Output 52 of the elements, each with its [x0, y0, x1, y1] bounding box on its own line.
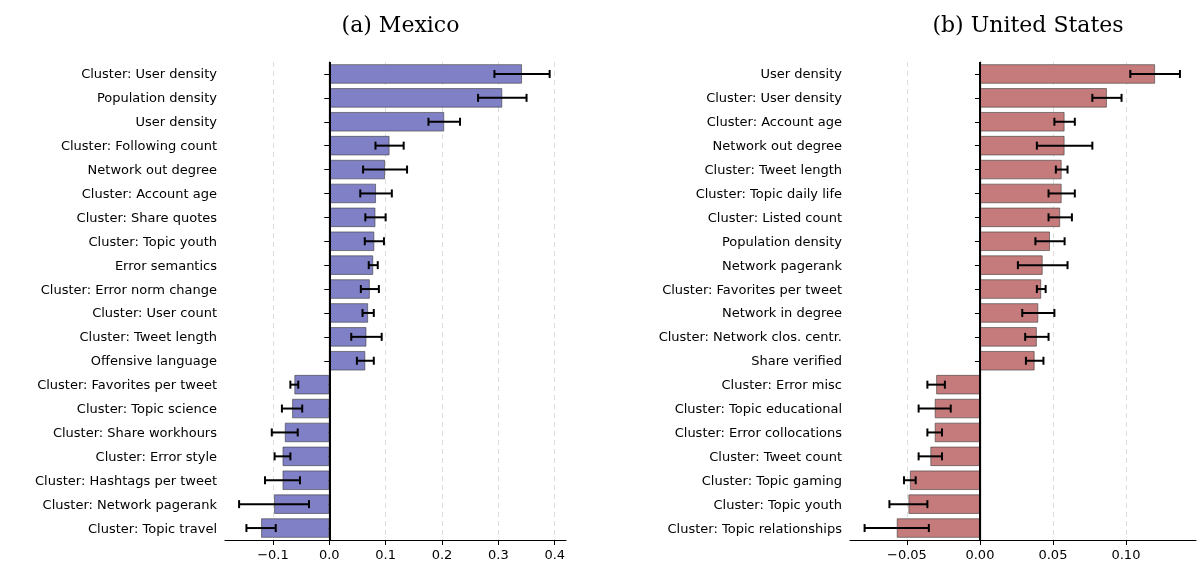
y-tick-label: Network in degree — [722, 305, 842, 321]
x-tick-label: 0.00 — [965, 547, 995, 562]
chart-title: (a) Mexico — [341, 11, 460, 37]
x-tick-label: 0.05 — [1038, 547, 1068, 562]
y-tick-label: Cluster: Tweet length — [704, 162, 842, 178]
y-tick-label: Cluster: Topic relationships — [667, 520, 843, 536]
y-tick-label: Network out degree — [87, 162, 217, 178]
y-tick-label: Cluster: Topic youth — [88, 233, 217, 249]
y-tick-label: Cluster: Error collocations — [674, 424, 843, 440]
y-tick-label: Cluster: User count — [92, 305, 217, 321]
y-tick-label: Network out degree — [712, 138, 842, 154]
y-tick-label: Cluster: Topic travel — [88, 520, 217, 536]
x-tick-label: −0.05 — [887, 547, 927, 562]
y-tick-label: Cluster: Tweet count — [709, 448, 842, 464]
y-tick-label: User density — [135, 114, 218, 130]
y-tick-label: Cluster: Topic daily life — [695, 185, 842, 201]
y-tick-label: Network pagerank — [722, 257, 843, 273]
x-tick-label: −0.1 — [257, 547, 289, 562]
y-tick-label: Cluster: Topic gaming — [701, 472, 842, 488]
y-tick-label: Population density — [96, 90, 218, 106]
y-tick-label: Cluster: Error style — [95, 448, 217, 464]
y-tick-label: Cluster: Hashtags per tweet — [35, 472, 217, 488]
y-tick-label: Cluster: Favorites per tweet — [662, 281, 842, 297]
y-tick-label: Cluster: Share workhours — [52, 424, 218, 440]
y-tick-label: Cluster: Topic science — [76, 401, 217, 417]
y-tick-label: Cluster: Account age — [706, 114, 842, 130]
y-tick-label: Cluster: User density — [81, 66, 218, 82]
y-tick-label: Cluster: Network pagerank — [42, 496, 218, 512]
y-tick-label: Cluster: Error norm change — [40, 281, 217, 297]
y-tick-label: Share verified — [751, 353, 842, 369]
y-tick-label: Cluster: Tweet length — [79, 329, 217, 345]
y-tick-label: Population density — [721, 233, 843, 249]
y-tick-label: Cluster: Account age — [81, 185, 217, 201]
y-tick-label: Cluster: Network clos. centr. — [658, 329, 842, 345]
chart-title: (b) United States — [932, 11, 1124, 37]
y-tick-label: Error semantics — [114, 257, 218, 273]
y-tick-label: Cluster: Topic educational — [674, 401, 842, 417]
x-tick-label: 0.4 — [544, 547, 566, 562]
x-tick-label: 0.1 — [375, 547, 396, 562]
y-tick-label: Cluster: Listed count — [707, 209, 842, 225]
y-tick-label: Cluster: Error misc — [721, 377, 842, 393]
y-tick-label: User density — [760, 66, 843, 82]
x-tick-label: 0.0 — [318, 547, 340, 562]
y-tick-label: Cluster: Share quotes — [76, 209, 218, 225]
x-tick-label: 0.10 — [1111, 547, 1141, 562]
x-tick-label: 0.2 — [431, 547, 453, 562]
y-tick-label: Cluster: Favorites per tweet — [37, 377, 217, 393]
x-tick-label: 0.3 — [488, 547, 509, 562]
y-tick-label: Cluster: Topic youth — [713, 496, 842, 512]
y-tick-label: Offensive language — [90, 353, 217, 369]
y-tick-label: Cluster: User density — [706, 90, 843, 106]
y-tick-label: Cluster: Following count — [60, 138, 217, 154]
